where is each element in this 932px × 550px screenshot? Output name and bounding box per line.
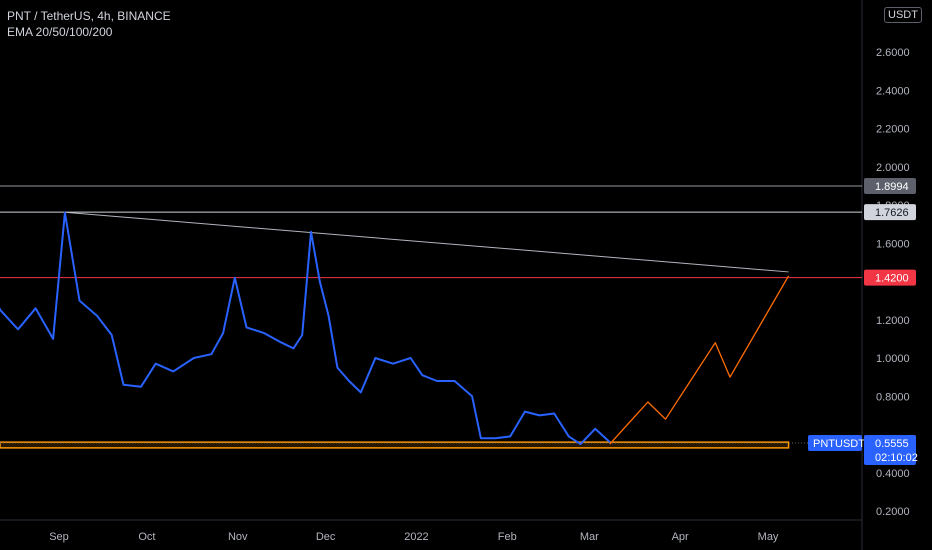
x-tick-label: May	[758, 531, 779, 543]
currency-label[interactable]: USDT	[884, 7, 922, 23]
last-price-label: 0.5555	[875, 438, 909, 450]
symbol-tag	[808, 435, 862, 452]
price-tag-label: 1.7626	[875, 207, 909, 219]
x-tick-label: Oct	[138, 531, 155, 543]
x-tick-label: Mar	[580, 531, 599, 543]
price-tag-label: 1.4200	[875, 273, 909, 285]
x-tick-label: 2022	[404, 531, 428, 543]
chart-legend: PNT / TetherUS, 4h, BINANCE EMA 20/50/10…	[7, 8, 171, 40]
support-zone	[0, 441, 790, 449]
y-tick-label: 0.8000	[876, 391, 910, 403]
price-tag	[864, 177, 916, 194]
projection-path	[609, 275, 790, 445]
price-tag	[864, 269, 916, 286]
y-tick-label: 2.4000	[876, 85, 910, 97]
y-tick-label: 2.2000	[876, 124, 910, 136]
trend-line	[64, 211, 789, 273]
price-tag-label: 1.8994	[875, 181, 909, 193]
x-tick-label: Nov	[228, 531, 248, 543]
x-tick-label: Dec	[316, 531, 336, 543]
y-tick-label: 1.2000	[876, 315, 910, 327]
y-tick-label: 1.6000	[876, 238, 910, 250]
indicator-label[interactable]: EMA 20/50/100/200	[7, 25, 113, 39]
symbol-tag-label: PNTUSDT	[813, 438, 865, 450]
last-price-tag	[864, 435, 916, 466]
symbol-title[interactable]: PNT / TetherUS, 4h, BINANCE	[7, 9, 171, 23]
y-tick-label: 0.2000	[876, 506, 910, 518]
y-tick-label: 2.6000	[876, 47, 910, 59]
x-tick-label: Sep	[49, 531, 69, 543]
x-tick-label: Feb	[498, 531, 517, 543]
price-tag	[864, 204, 916, 221]
y-tick-label: 0.4000	[876, 468, 910, 480]
x-tick-label: Apr	[672, 531, 689, 543]
countdown-label: 02:10:02	[875, 452, 918, 464]
price-line	[0, 211, 611, 446]
y-tick-label: 1.0000	[876, 353, 910, 365]
y-tick-label: 2.0000	[876, 162, 910, 174]
